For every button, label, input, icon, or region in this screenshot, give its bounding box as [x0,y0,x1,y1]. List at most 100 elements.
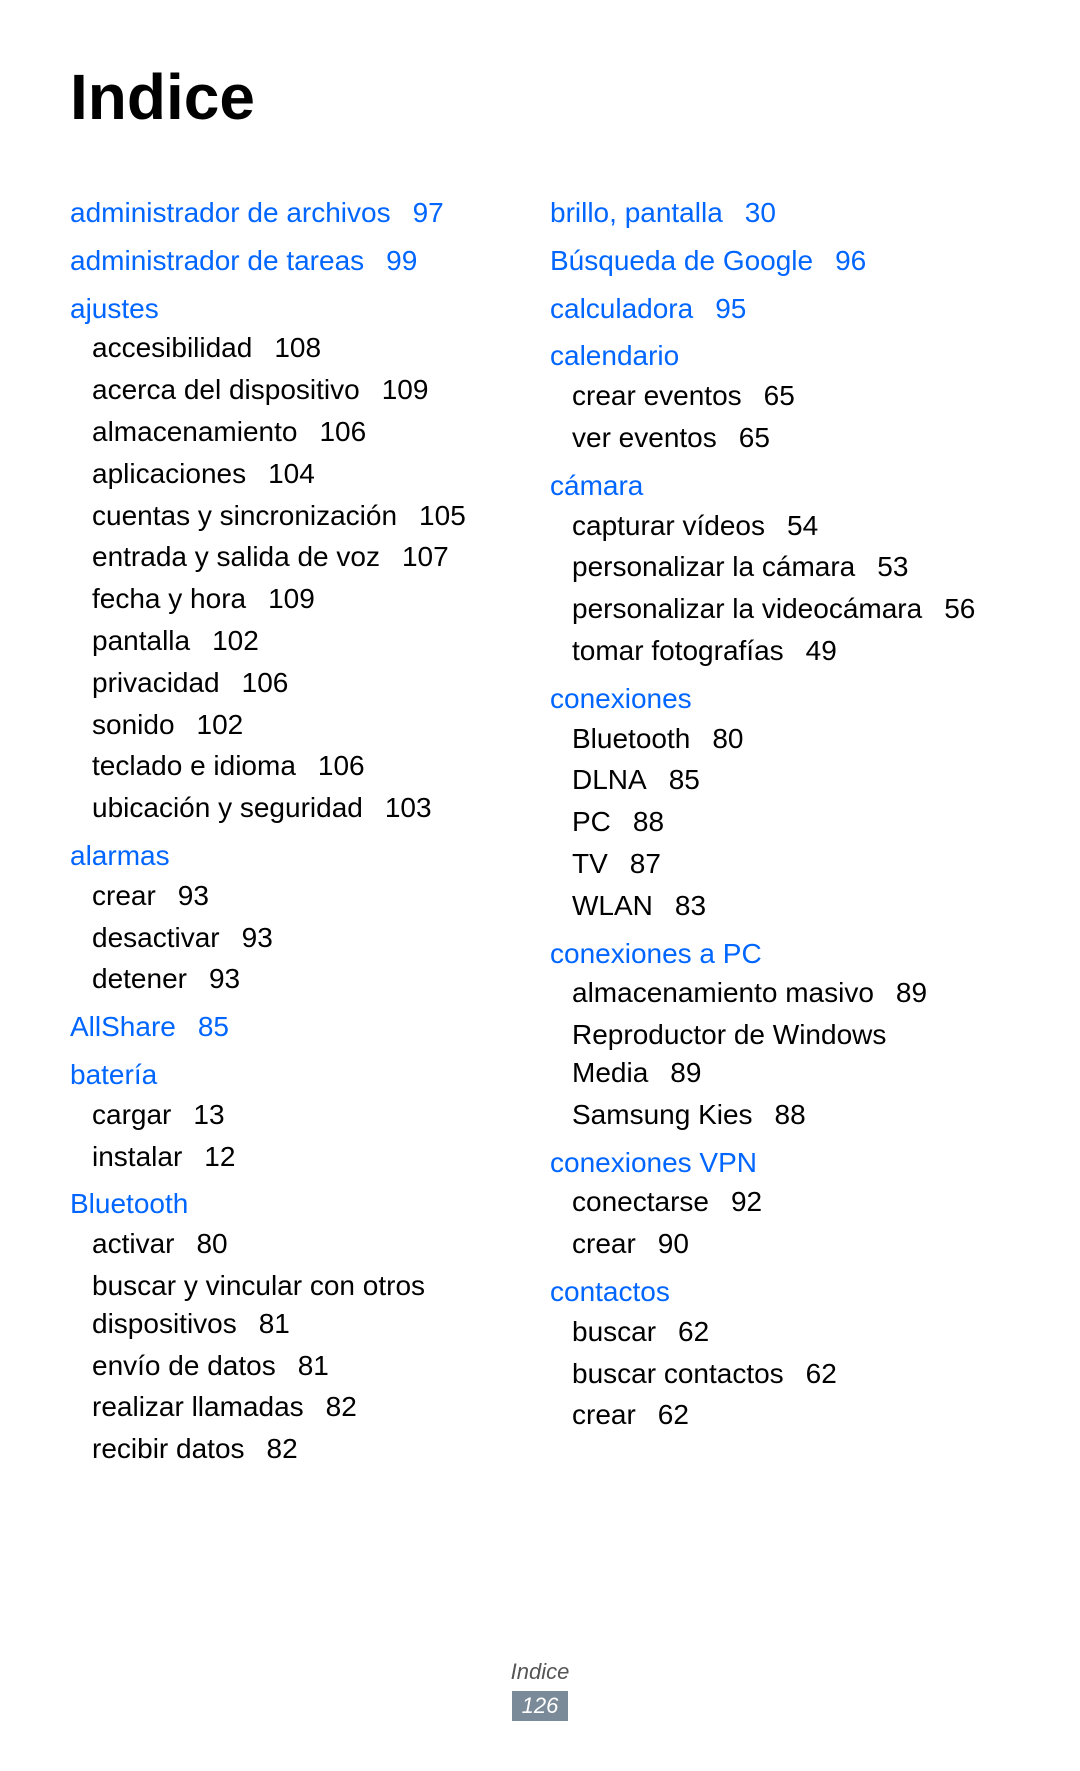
index-subentry[interactable]: recibir datos82 [70,1430,530,1468]
index-subentry[interactable]: pantalla102 [70,622,530,660]
index-entry-page: 102 [197,709,244,740]
index-entry-label: privacidad [92,667,220,698]
index-entry-label: conexiones [550,683,692,714]
index-subentry[interactable]: buscar62 [550,1313,1010,1351]
index-heading[interactable]: Bluetooth [70,1185,530,1223]
index-subentry[interactable]: cargar13 [70,1096,530,1134]
index-subentry[interactable]: TV87 [550,845,1010,883]
index-entry-page: 109 [268,583,315,614]
index-heading[interactable]: administrador de archivos97 [70,194,530,232]
index-entry-label: personalizar la cámara [572,551,855,582]
index-heading[interactable]: calculadora95 [550,290,1010,328]
index-subentry[interactable]: crear eventos65 [550,377,1010,415]
index-entry-page: 93 [242,922,273,953]
index-entry-page: 89 [896,977,927,1008]
index-heading[interactable]: ajustes [70,290,530,328]
index-entry-page: 65 [739,422,770,453]
index-entry-label: sonido [92,709,175,740]
index-entry-label: fecha y hora [92,583,246,614]
index-entry-label: pantalla [92,625,190,656]
index-entry-page: 93 [178,880,209,911]
index-subentry[interactable]: Reproductor de Windows Media89 [550,1016,1010,1092]
index-entry-page: 103 [385,792,432,823]
index-heading[interactable]: conexiones [550,680,1010,718]
index-subentry[interactable]: PC 88 [550,803,1010,841]
index-heading[interactable]: conexiones VPN [550,1144,1010,1182]
index-subentry[interactable]: personalizar la cámara53 [550,548,1010,586]
index-subentry[interactable]: instalar12 [70,1138,530,1176]
footer-page-number: 126 [512,1691,569,1721]
index-heading[interactable]: batería [70,1056,530,1094]
index-entry-page: 13 [193,1099,224,1130]
index-entry-page: 95 [715,293,746,324]
index-entry-page: 62 [678,1316,709,1347]
index-subentry[interactable]: Samsung Kies88 [550,1096,1010,1134]
index-column-left: administrador de archivos97 administrador… [70,184,530,1472]
index-entry-label: contactos [550,1276,670,1307]
index-subentry[interactable]: buscar y vincular con otros dispositivos… [70,1267,530,1343]
index-subentry[interactable]: envío de datos81 [70,1347,530,1385]
index-entry-label: WLAN [572,890,653,921]
index-subentry[interactable]: detener93 [70,960,530,998]
index-entry-label: instalar [92,1141,182,1172]
index-subentry[interactable]: ubicación y seguridad103 [70,789,530,827]
index-subentry[interactable]: ver eventos65 [550,419,1010,457]
index-entry-page: 106 [319,416,366,447]
index-entry-page: 88 [633,806,664,837]
index-subentry[interactable]: realizar llamadas82 [70,1388,530,1426]
index-subentry[interactable]: aplicaciones104 [70,455,530,493]
index-subentry[interactable]: tomar fotografías49 [550,632,1010,670]
index-subentry[interactable]: entrada y salida de voz107 [70,538,530,576]
index-heading[interactable]: cámara [550,467,1010,505]
index-entry-page: 82 [326,1391,357,1422]
index-entry-label: teclado e idioma [92,750,296,781]
index-entry-label: acerca del dispositivo [92,374,360,405]
index-subentry[interactable]: acerca del dispositivo109 [70,371,530,409]
index-subentry[interactable]: crear62 [550,1396,1010,1434]
index-entry-label: AllShare [70,1011,176,1042]
index-entry-label: entrada y salida de voz [92,541,380,572]
index-heading[interactable]: AllShare 85 [70,1008,530,1046]
index-heading[interactable]: alarmas [70,837,530,875]
index-subentry[interactable]: almacenamiento106 [70,413,530,451]
index-subentry[interactable]: desactivar93 [70,919,530,957]
index-entry-label: recibir datos [92,1433,245,1464]
index-subentry[interactable]: DLNA85 [550,761,1010,799]
index-entry-label: aplicaciones [92,458,246,489]
index-subentry[interactable]: conectarse92 [550,1183,1010,1221]
index-subentry[interactable]: WLAN83 [550,887,1010,925]
index-entry-page: 89 [670,1057,701,1088]
index-subentry[interactable]: crear93 [70,877,530,915]
index-subentry[interactable]: teclado e idioma106 [70,747,530,785]
index-subentry[interactable]: buscar contactos62 [550,1355,1010,1393]
index-entry-page: 80 [712,723,743,754]
index-heading[interactable]: administrador de tareas99 [70,242,530,280]
index-entry-label: ajustes [70,293,159,324]
index-columns: administrador de archivos97 administrador… [70,184,1010,1472]
index-subentry[interactable]: capturar vídeos54 [550,507,1010,545]
index-entry-page: 81 [259,1308,290,1339]
index-entry-page: 85 [198,1011,229,1042]
index-subentry[interactable]: sonido 102 [70,706,530,744]
index-entry-label: Bluetooth [572,723,690,754]
index-subentry[interactable]: Bluetooth 80 [550,720,1010,758]
index-subentry[interactable]: almacenamiento masivo89 [550,974,1010,1012]
index-subentry[interactable]: crear90 [550,1225,1010,1263]
index-heading[interactable]: calendario [550,337,1010,375]
index-entry-page: 81 [298,1350,329,1381]
index-entry-label: PC [572,806,611,837]
index-heading[interactable]: contactos [550,1273,1010,1311]
index-entry-label: DLNA [572,764,647,795]
index-entry-label: brillo, pantalla [550,197,723,228]
index-subentry[interactable]: privacidad106 [70,664,530,702]
index-heading[interactable]: Búsqueda de Google96 [550,242,1010,280]
index-heading[interactable]: conexiones a PC [550,935,1010,973]
index-entry-label: administrador de tareas [70,245,364,276]
index-subentry[interactable]: fecha y hora 109 [70,580,530,618]
index-subentry[interactable]: cuentas y sincronización105 [70,497,530,535]
index-subentry[interactable]: personalizar la videocámara56 [550,590,1010,628]
index-subentry[interactable]: accesibilidad108 [70,329,530,367]
index-heading[interactable]: brillo, pantalla30 [550,194,1010,232]
index-subentry[interactable]: activar80 [70,1225,530,1263]
index-entry-label: buscar contactos [572,1358,784,1389]
